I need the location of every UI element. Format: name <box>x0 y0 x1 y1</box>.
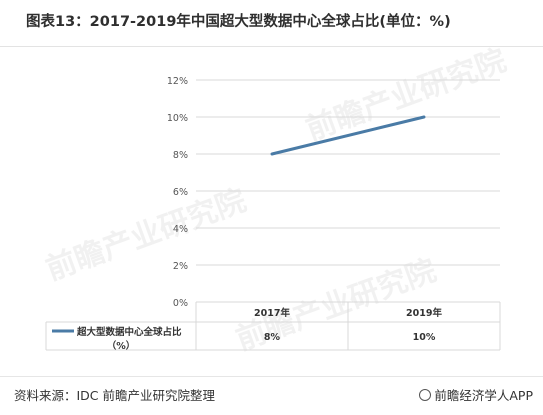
chart-title: 图表13：2017-2019年中国超大型数据中心全球占比(单位：%) <box>26 14 451 30</box>
y-tick-label: 12% <box>167 76 188 87</box>
y-tick-label: 8% <box>173 150 188 161</box>
brand-label: 前瞻经济学人APP <box>434 388 533 403</box>
y-tick-label: 0% <box>173 298 188 309</box>
data-value-label: 8% <box>264 332 281 343</box>
x-category-label: 2019年 <box>406 307 442 319</box>
legend-label: 超大型数据中心全球占比 <box>76 326 182 338</box>
y-tick-label: 4% <box>173 224 188 235</box>
brand-logo-icon <box>419 388 432 401</box>
source-note: 资料来源：IDC 前瞻产业研究院整理 <box>14 388 216 403</box>
y-tick-label: 10% <box>167 113 188 124</box>
brand: 前瞻经济学人APP <box>419 385 533 404</box>
y-tick-label: 2% <box>173 261 188 272</box>
footer-divider <box>0 376 543 377</box>
title-divider <box>0 46 543 47</box>
legend-label-unit: （%） <box>107 340 136 352</box>
y-tick-label: 6% <box>173 187 188 198</box>
series-line <box>270 115 426 156</box>
data-value-label: 10% <box>413 332 436 343</box>
x-category-label: 2017年 <box>254 307 290 319</box>
